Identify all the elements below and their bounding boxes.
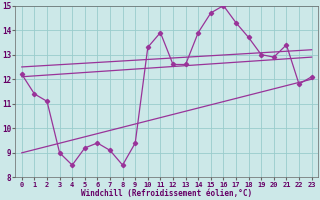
X-axis label: Windchill (Refroidissement éolien,°C): Windchill (Refroidissement éolien,°C) [81, 189, 252, 198]
